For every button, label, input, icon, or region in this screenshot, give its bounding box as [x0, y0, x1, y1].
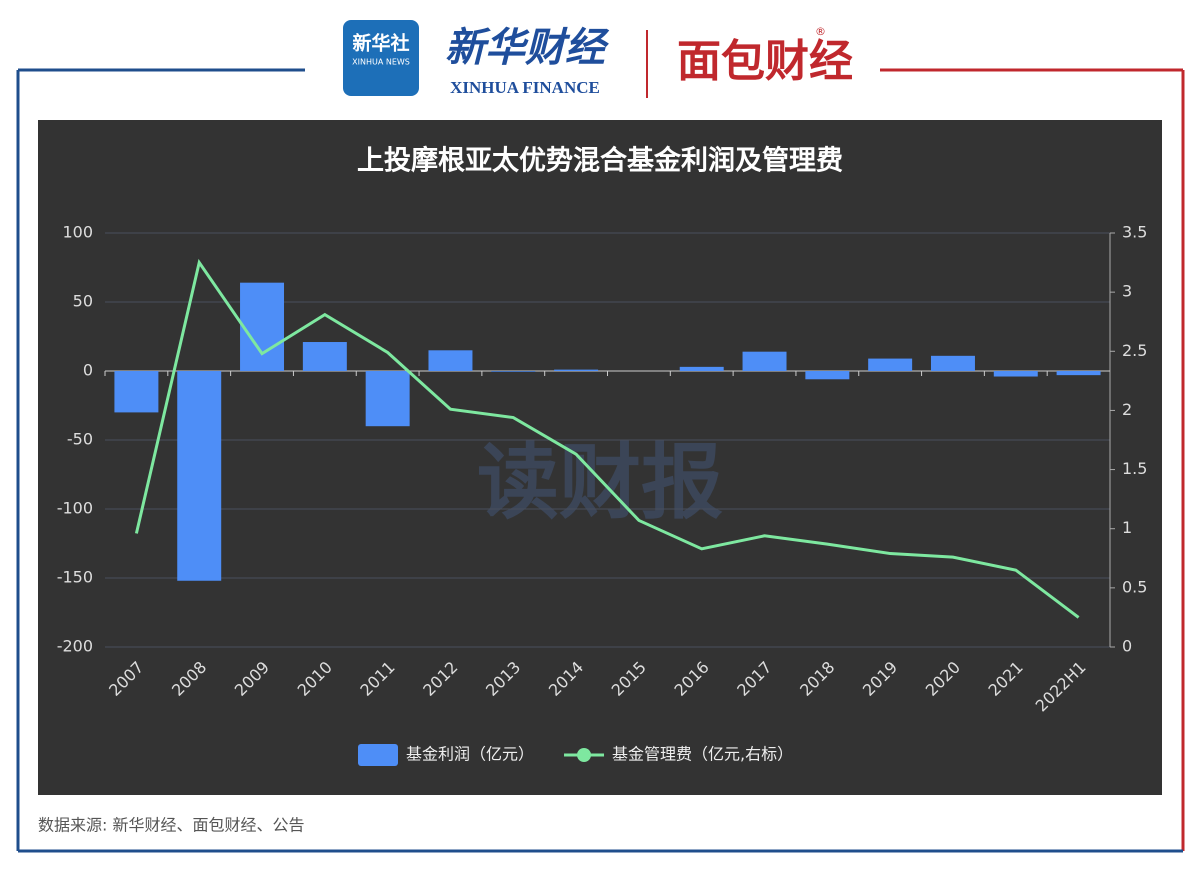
y-tick-label: 50 [73, 292, 93, 311]
bar [868, 358, 913, 371]
y2-tick-label: 2 [1122, 400, 1132, 419]
plot: -200-150-100-5005010000.511.522.533.5200… [57, 223, 1147, 766]
y2-tick-label: 3.5 [1122, 223, 1147, 242]
bar [1056, 371, 1101, 376]
registered: ® [815, 25, 826, 38]
legend-swatch [577, 748, 592, 762]
y-tick-label: 0 [83, 361, 93, 380]
brand-sub: XINHUA FINANCE [450, 78, 600, 97]
brand: 新华财经 [445, 25, 610, 71]
bar [679, 366, 724, 371]
source: 数据来源: 新华财经、面包财经、公告 [38, 816, 304, 835]
bar [365, 371, 410, 427]
logo-text: 新华社 [352, 32, 409, 55]
y2-tick-label: 3 [1122, 282, 1132, 301]
y2-tick-label: 1.5 [1122, 459, 1147, 478]
bar [993, 371, 1038, 377]
y-tick-label: 100 [62, 223, 93, 242]
bar [240, 282, 285, 371]
watermark: 读财报 [477, 435, 723, 530]
chart-title: 上投摩根亚太优势混合基金利润及管理费 [357, 145, 843, 177]
bar [177, 371, 222, 581]
legend-label: 基金利润（亿元） [406, 745, 534, 764]
y-tick-label: -150 [57, 568, 93, 587]
y-tick-label: -200 [57, 637, 93, 656]
legend-swatch [358, 744, 398, 766]
y2-tick-label: 0.5 [1122, 577, 1147, 596]
y2-tick-label: 2.5 [1122, 341, 1147, 360]
bar [428, 350, 473, 371]
y-tick-label: -50 [67, 430, 93, 449]
y2-tick-label: 0 [1122, 637, 1132, 656]
bar [930, 355, 975, 371]
bar [491, 371, 536, 372]
y-tick-label: -100 [57, 499, 93, 518]
logo-box [343, 20, 419, 96]
bar [554, 369, 599, 371]
bar [302, 342, 347, 371]
bar [114, 371, 159, 413]
brand2: 面包财经 [677, 36, 853, 87]
line [134, 258, 1080, 619]
y2-tick-label: 1 [1122, 518, 1132, 537]
bar [805, 371, 850, 380]
bar [742, 351, 787, 371]
legend-label: 基金管理费（亿元,右标） [612, 745, 793, 764]
logo-sub: XINHUA NEWS [352, 58, 410, 67]
